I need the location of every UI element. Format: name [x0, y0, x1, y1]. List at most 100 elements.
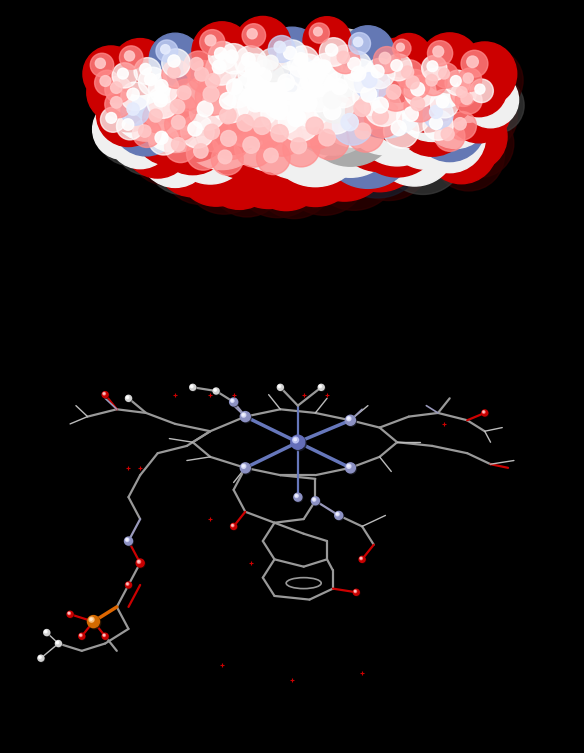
Circle shape: [404, 107, 418, 121]
Circle shape: [130, 117, 199, 184]
Circle shape: [381, 111, 465, 194]
Circle shape: [172, 138, 185, 151]
Circle shape: [264, 55, 278, 69]
Circle shape: [180, 114, 214, 148]
Circle shape: [136, 559, 144, 567]
Circle shape: [345, 415, 356, 425]
Circle shape: [204, 124, 220, 139]
Circle shape: [303, 81, 398, 177]
Circle shape: [93, 99, 152, 160]
Circle shape: [392, 39, 411, 58]
Circle shape: [339, 49, 411, 120]
Circle shape: [220, 93, 236, 109]
Circle shape: [345, 463, 356, 473]
Circle shape: [242, 23, 266, 47]
Circle shape: [95, 58, 105, 69]
Circle shape: [274, 41, 286, 53]
Circle shape: [227, 79, 242, 95]
Circle shape: [254, 46, 334, 126]
Circle shape: [425, 111, 498, 184]
Circle shape: [346, 464, 356, 474]
Circle shape: [413, 90, 486, 162]
Circle shape: [387, 33, 431, 78]
Circle shape: [103, 89, 167, 153]
Circle shape: [124, 110, 192, 178]
Circle shape: [165, 108, 197, 141]
Circle shape: [399, 69, 430, 99]
Circle shape: [106, 112, 117, 123]
Circle shape: [99, 105, 159, 166]
Circle shape: [319, 130, 335, 146]
Circle shape: [211, 99, 250, 138]
Circle shape: [190, 384, 196, 390]
Circle shape: [189, 93, 227, 130]
Circle shape: [446, 109, 514, 178]
Circle shape: [235, 51, 319, 136]
Circle shape: [122, 119, 134, 130]
Circle shape: [186, 136, 220, 170]
Circle shape: [283, 47, 297, 59]
Circle shape: [153, 40, 221, 108]
Circle shape: [306, 81, 324, 98]
Circle shape: [178, 50, 254, 127]
Circle shape: [261, 93, 303, 134]
Circle shape: [260, 27, 324, 91]
Circle shape: [231, 400, 233, 401]
Circle shape: [112, 73, 180, 141]
Circle shape: [231, 524, 234, 526]
Circle shape: [420, 53, 480, 114]
Circle shape: [103, 634, 106, 636]
Circle shape: [162, 59, 190, 88]
Circle shape: [483, 411, 484, 413]
Circle shape: [329, 43, 397, 111]
Circle shape: [451, 61, 507, 117]
Circle shape: [312, 91, 408, 187]
Circle shape: [145, 84, 221, 160]
Circle shape: [397, 99, 430, 133]
Circle shape: [311, 497, 319, 505]
Circle shape: [385, 54, 412, 81]
Circle shape: [172, 115, 185, 129]
Circle shape: [422, 56, 447, 81]
Circle shape: [428, 87, 496, 155]
Circle shape: [343, 54, 427, 138]
Circle shape: [319, 385, 325, 391]
Circle shape: [308, 68, 324, 84]
Circle shape: [402, 73, 478, 149]
Circle shape: [463, 73, 473, 83]
Circle shape: [411, 82, 425, 96]
Circle shape: [426, 55, 485, 115]
Circle shape: [337, 51, 349, 63]
Circle shape: [182, 49, 253, 120]
Circle shape: [89, 617, 94, 622]
Circle shape: [191, 386, 192, 387]
Circle shape: [482, 410, 485, 413]
Circle shape: [467, 56, 478, 68]
Circle shape: [126, 396, 132, 402]
Circle shape: [242, 464, 246, 468]
Circle shape: [208, 41, 237, 70]
Circle shape: [314, 27, 322, 36]
Circle shape: [183, 51, 214, 81]
Circle shape: [290, 54, 325, 89]
Circle shape: [229, 106, 267, 145]
Circle shape: [299, 94, 317, 112]
Circle shape: [141, 100, 213, 172]
Circle shape: [45, 631, 46, 632]
Circle shape: [454, 117, 466, 130]
Circle shape: [110, 61, 171, 121]
Circle shape: [241, 413, 251, 422]
Circle shape: [362, 98, 450, 186]
Circle shape: [346, 416, 356, 426]
Circle shape: [186, 58, 262, 134]
Circle shape: [230, 398, 238, 406]
Circle shape: [210, 120, 298, 208]
Circle shape: [209, 141, 285, 217]
Circle shape: [242, 53, 255, 66]
Circle shape: [134, 58, 161, 84]
Circle shape: [198, 66, 232, 100]
Circle shape: [390, 60, 463, 132]
Circle shape: [373, 108, 388, 124]
Circle shape: [347, 31, 399, 83]
Circle shape: [456, 87, 467, 97]
